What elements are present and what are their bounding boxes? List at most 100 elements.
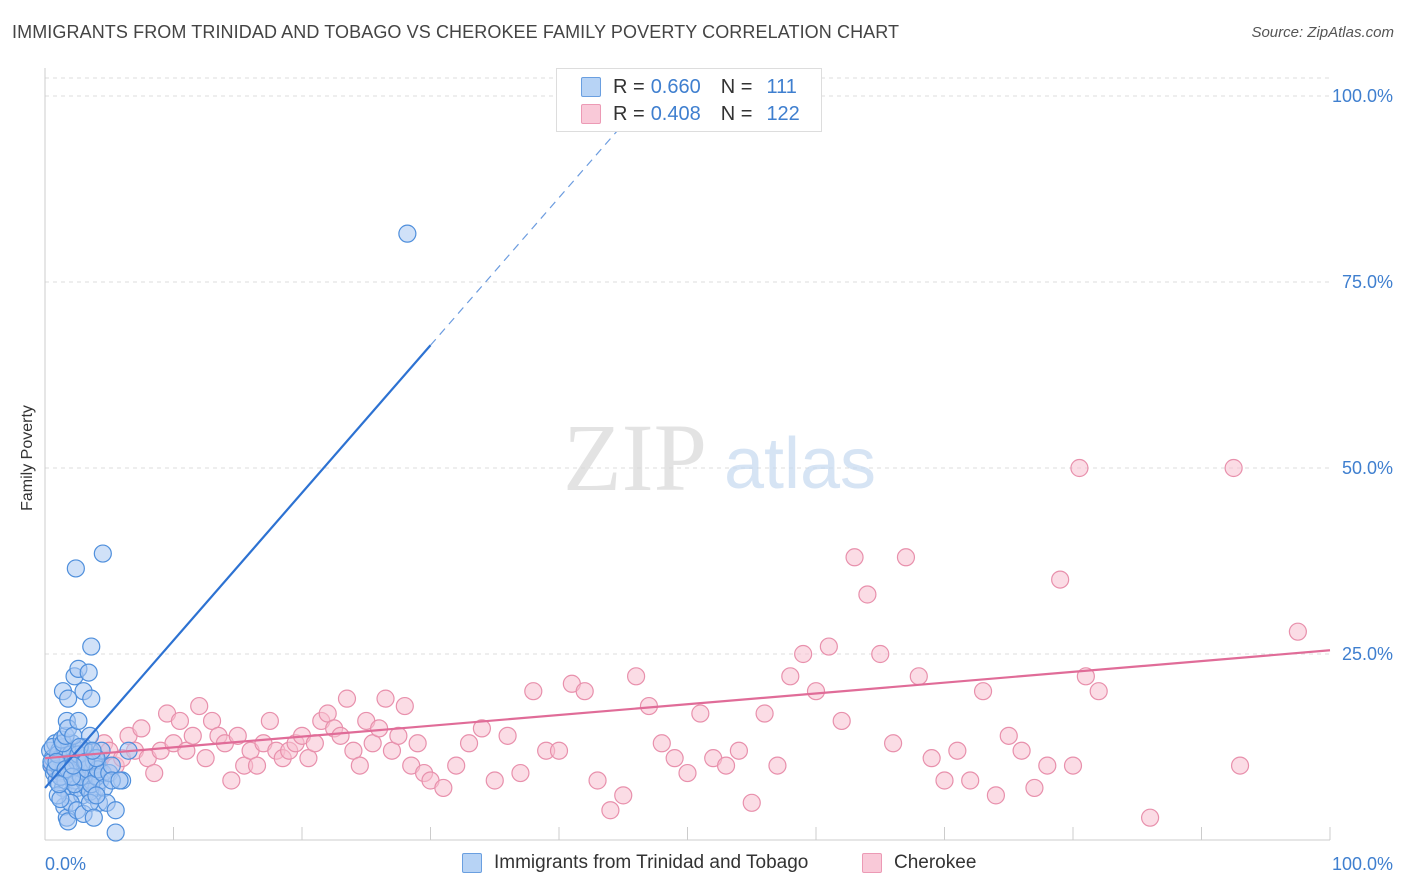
cherokee-point (145, 763, 164, 783)
cherokee-point (858, 585, 877, 604)
cherokee-point (485, 771, 504, 790)
cherokee-point (498, 726, 517, 745)
cherokee-point (222, 771, 241, 790)
watermark-atlas: atlas (724, 424, 876, 504)
cherokee-point (716, 756, 736, 775)
legend-n-value: 122 (766, 102, 800, 125)
legend-r-value: 0.408 (650, 102, 701, 125)
cherokee-point (742, 793, 761, 812)
legend-series-name: Immigrants from Trinidad and Tobago (494, 852, 809, 873)
legend-r-label: R = (613, 102, 645, 125)
legend-swatch-pink (862, 853, 882, 873)
cherokee-point (768, 756, 787, 775)
legend-row-cherokee: R = 0.408 N = 122 (581, 102, 800, 126)
cherokee-point (819, 637, 838, 656)
trinidad-points (41, 224, 417, 842)
cherokee-point (948, 741, 967, 760)
watermark-zip: ZIP (563, 404, 707, 511)
trinidad-trend-line (44, 344, 432, 789)
stats-legend: R = 0.660 N = 111 R = 0.408 N = 122 (556, 68, 822, 132)
cherokee-point (781, 667, 800, 686)
trinidad-point (83, 741, 102, 760)
cherokee-point (652, 734, 671, 753)
chart-title: IMMIGRANTS FROM TRINIDAD AND TOBAGO VS C… (12, 22, 900, 42)
cherokee-point (247, 756, 267, 775)
legend-item-cherokee: Cherokee (862, 852, 976, 874)
cherokee-point (389, 726, 408, 745)
trinidad-point (106, 801, 125, 820)
cherokee-point (678, 763, 697, 783)
legend-n-label: N = (720, 75, 753, 98)
cherokee-point (575, 682, 594, 701)
cherokee-point (601, 801, 620, 820)
cherokee-point (305, 734, 324, 753)
trinidad-point (50, 775, 69, 794)
cherokee-point (922, 749, 941, 768)
cherokee-point (986, 786, 1006, 805)
cherokee-point (1025, 778, 1044, 798)
trinidad-point (69, 711, 88, 731)
cherokee-point (1230, 756, 1250, 775)
cherokee-point (845, 548, 864, 567)
legend-row-trinidad: R = 0.660 N = 111 (581, 75, 797, 99)
y-tick-label: 75.0% (1342, 272, 1393, 292)
y-tick-label: 100.0% (1332, 86, 1393, 106)
cherokee-point (1063, 756, 1083, 775)
cherokee-point (1070, 458, 1089, 478)
cherokee-point (1012, 741, 1031, 760)
cherokee-point (337, 689, 357, 708)
trinidad-point (64, 756, 83, 775)
cherokee-points (43, 458, 1307, 827)
legend-swatch-pink (581, 104, 601, 124)
cherokee-point (1224, 458, 1243, 478)
cherokee-point (999, 726, 1018, 745)
cherokee-point (1038, 756, 1057, 775)
cherokee-point (909, 667, 928, 686)
cherokee-point (408, 734, 427, 753)
series-legend: Immigrants from Trinidad and Tobago Cher… (0, 852, 1406, 878)
trend-lines (44, 123, 1331, 789)
cherokee-point (1089, 682, 1108, 701)
trinidad-point (106, 823, 125, 842)
trinidad-point (82, 637, 101, 656)
trinidad-point (59, 689, 78, 708)
trinidad-point (66, 559, 85, 578)
legend-n-label: N = (720, 102, 753, 125)
trinidad-point (82, 689, 101, 708)
cherokee-point (871, 644, 890, 664)
legend-r-value: 0.660 (650, 75, 701, 98)
legend-swatch-blue (581, 77, 601, 97)
x-tick-label-max: 100.0% (1332, 854, 1393, 874)
cherokee-point (806, 682, 826, 701)
cherokee-point (549, 741, 569, 760)
legend-r-label: R = (613, 75, 645, 98)
cherokee-point (755, 704, 774, 723)
cherokee-point (370, 719, 389, 738)
cherokee-point (729, 741, 749, 760)
trinidad-point (110, 771, 129, 790)
cherokee-point (228, 726, 247, 745)
cherokee-point (961, 771, 980, 790)
cherokee-point (935, 771, 954, 790)
cherokee-point (588, 771, 607, 790)
x-tick-label-min: 0.0% (45, 854, 86, 874)
cherokee-point (626, 667, 646, 686)
cherokee-point (832, 711, 851, 731)
trinidad-point (398, 224, 417, 243)
cherokee-point (190, 696, 209, 716)
trinidad-point (87, 786, 106, 805)
cherokee-point (691, 704, 710, 723)
cherokee-point (376, 689, 395, 708)
cherokee-point (434, 778, 453, 798)
cherokee-point (170, 711, 190, 731)
cherokee-point (350, 756, 369, 775)
trinidad-point (93, 544, 112, 563)
cherokee-point (459, 734, 479, 753)
y-tick-label: 25.0% (1342, 644, 1393, 664)
cherokee-point (196, 749, 215, 768)
cherokee-point (447, 756, 466, 775)
cherokee-point (1288, 622, 1307, 641)
source-credit: Source: ZipAtlas.com (1251, 24, 1394, 41)
cherokee-point (973, 682, 993, 701)
